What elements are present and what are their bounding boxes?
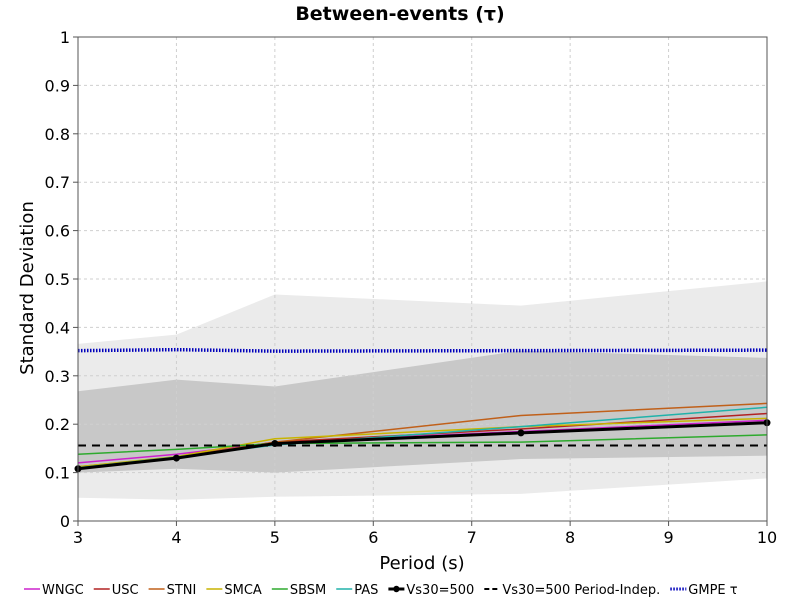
y-tick-label: 0.3 [45,367,70,386]
y-tick-label: 0.7 [45,173,70,192]
x-tick-label: 9 [663,528,673,547]
legend-item: Vs30=500 Period-Indep. [484,583,660,598]
x-tick-label: 8 [565,528,575,547]
legend-label: USC [112,583,139,598]
legend-label: PAS [354,583,378,598]
legend-item: GMPE τ [670,583,738,598]
legend-item: SMCA [206,583,262,598]
legend-marker [393,585,400,593]
y-axis-title: Standard Deviation [17,201,38,375]
chart-title: Between-events (τ) [295,3,504,25]
y-tick-label: 0.8 [45,125,70,144]
x-axis-title: Period (s) [379,553,464,574]
series-point [517,429,525,437]
legend-label: WNGC [42,583,84,598]
series-point [172,454,180,462]
y-tick-label: 0.5 [45,270,70,289]
legend-label: STNI [167,583,197,598]
series-lines [74,347,771,473]
y-tick-label: 1 [60,28,70,47]
y-tick-label: 0.2 [45,415,70,434]
y-tick-label: 0.4 [45,318,70,337]
x-axis-ticks: 3 4 5 6 7 8 9 10 [73,521,777,547]
legend-item: STNI [148,583,197,598]
legend-label: SBSM [290,583,326,598]
y-tick-label: 0.9 [45,76,70,95]
legend-item: WNGC [24,583,84,598]
y-tick-label: 0.1 [45,464,70,483]
y-axis-ticks: 0 0.1 0.2 0.3 0.4 0.5 0.6 0.7 0.8 0.9 1 [45,28,78,531]
x-tick-label: 10 [757,528,777,547]
x-tick-label: 3 [73,528,83,547]
legend-label: Vs30=500 Period-Indep. [502,583,660,598]
x-tick-label: 5 [270,528,280,547]
y-tick-label: 0 [60,512,70,531]
y-tick-label: 0.6 [45,222,70,241]
x-tick-label: 4 [171,528,181,547]
band-1 [78,350,767,473]
legend-label: SMCA [224,583,262,598]
legend-label: Vs30=500 [406,583,474,598]
legend-item: Vs30=500 [388,583,474,598]
legend: WNGC USC STNI SMCA SBSM PAS Vs30=500 Vs30=500 P… [24,583,738,598]
legend-item: SBSM [271,583,326,598]
legend-item: USC [93,583,139,598]
x-tick-label: 7 [467,528,477,547]
legend-label: GMPE τ [688,583,737,598]
x-tick-label: 6 [368,528,378,547]
legend-item: PAS [336,583,378,598]
